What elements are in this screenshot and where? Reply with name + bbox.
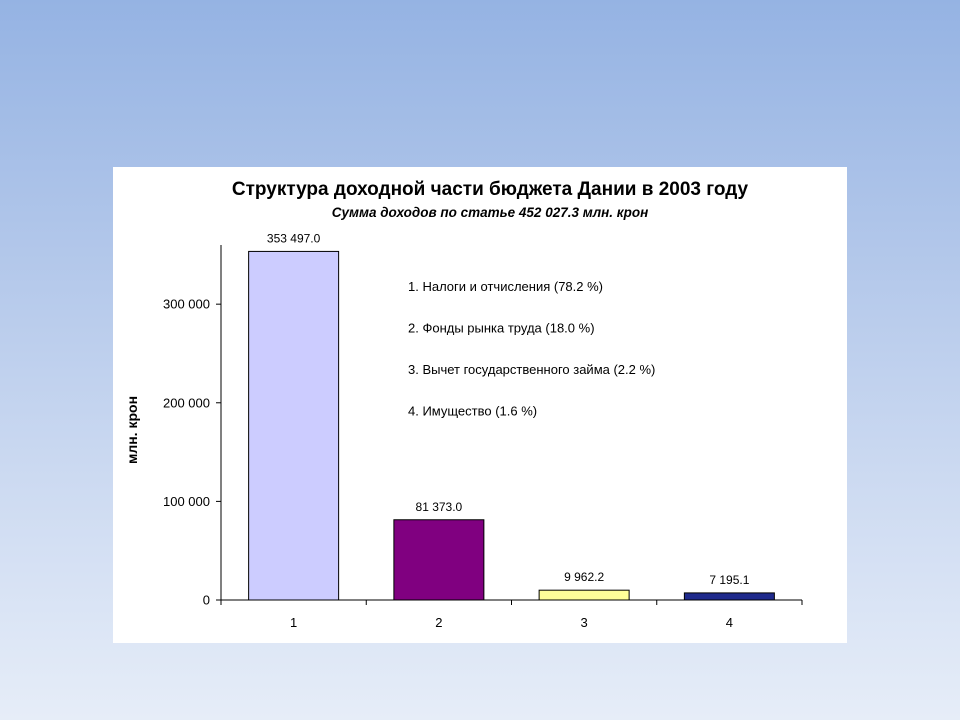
bar — [683, 592, 775, 601]
bar-chart: Структура доходной части бюджета Дании в… — [124, 179, 803, 630]
bar-value-label: 353 497.0 — [267, 231, 321, 245]
y-tick-label: 100 000 — [163, 494, 210, 509]
chart-title: Структура доходной части бюджета Дании в… — [232, 179, 749, 200]
annotation-line: 2. Фонды рынка труда (18.0 %) — [408, 321, 595, 336]
annotation-line: 1. Налоги и отчисления (78.2 %) — [408, 279, 603, 294]
bar — [248, 250, 340, 601]
annotation-line: 3. Вычет государственного займа (2.2 %) — [408, 362, 655, 377]
x-tick-label: 1 — [290, 615, 297, 630]
annotation-line: 4. Имущество (1.6 %) — [408, 404, 537, 419]
y-tick-label: 200 000 — [163, 395, 210, 410]
y-tick-label: 300 000 — [163, 297, 210, 312]
chart-subtitle: Сумма доходов по статье 452 027.3 млн. к… — [332, 205, 649, 220]
bars-group — [248, 250, 775, 601]
bar — [538, 589, 630, 601]
bar-value-label: 81 373.0 — [416, 500, 463, 514]
bar-value-label: 7 195.1 — [709, 573, 749, 587]
bar — [393, 519, 485, 601]
y-tick-label: 0 — [203, 593, 210, 608]
x-ticks-group: 1 2 3 4 — [220, 600, 803, 630]
annotation-list: 1. Налоги и отчисления (78.2 %) 2. Фонды … — [408, 279, 655, 419]
chart-panel: Структура доходной части бюджета Дании в… — [113, 167, 847, 643]
x-tick-label: 4 — [726, 615, 733, 630]
y-axis-label: млн. крон — [124, 396, 140, 464]
x-tick-label: 3 — [581, 615, 588, 630]
data-labels-group: 353 497.0 81 373.0 9 962.2 7 195.1 — [267, 231, 750, 586]
y-ticks-group: 0 100 000 200 000 300 000 — [163, 297, 221, 608]
bar-value-label: 9 962.2 — [564, 570, 604, 584]
x-tick-label: 2 — [435, 615, 442, 630]
